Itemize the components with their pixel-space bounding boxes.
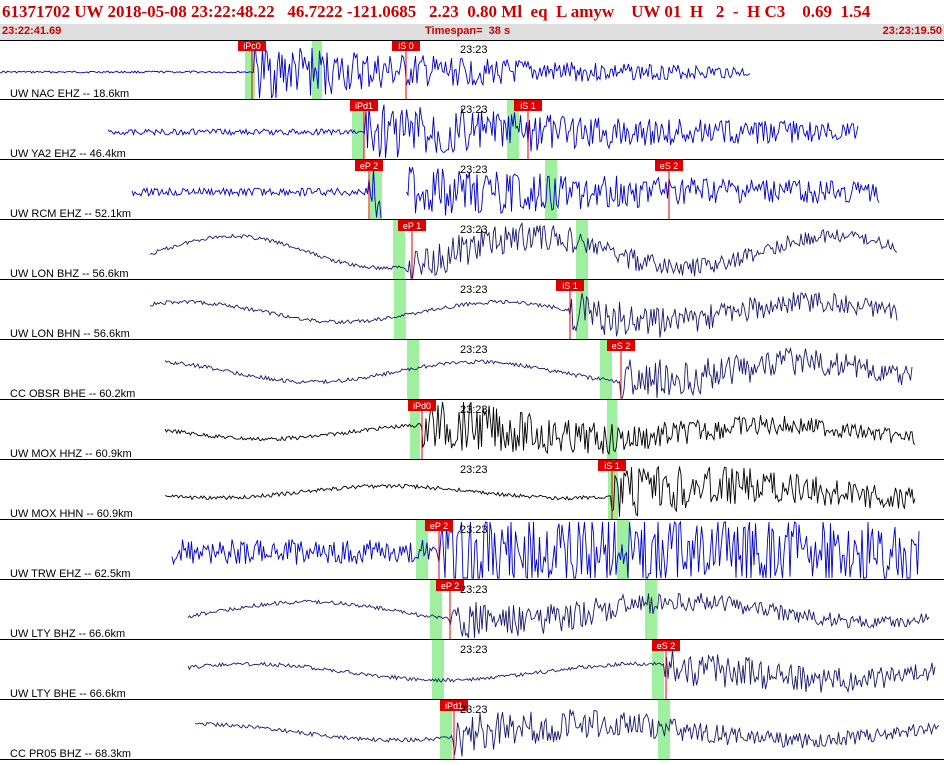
pick-flag-1-1[interactable] (514, 100, 542, 111)
time-tick-label-8: 23:23 (460, 524, 488, 536)
time-tick-label-1: 23:23 (460, 104, 488, 116)
pick-flag-7-0[interactable] (598, 460, 626, 471)
pick-label-2-0: eP 2 (360, 161, 378, 171)
waveform-4 (149, 292, 898, 338)
phase-window-3-0 (393, 220, 405, 280)
end-time: 23:23:19.50 (882, 25, 942, 37)
timespan-label: Timespan= 38 s (425, 25, 511, 37)
phase-window-6-0 (410, 400, 420, 460)
time-tick-label-10: 23:23 (460, 644, 488, 656)
pick-label-0-1: iS 0 (398, 41, 414, 51)
pick-label-11-0: iPd1 (445, 701, 463, 711)
time-tick-label-3: 23:23 (460, 224, 488, 236)
event-title: 61371702 UW 2018-05-08 23:22:48.22 46.72… (2, 2, 871, 21)
phase-window-4-0 (394, 280, 406, 340)
header-bar: 61371702 UW 2018-05-08 23:22:48.22 46.72… (0, 0, 944, 40)
pick-label-7-0: iS 1 (604, 461, 620, 471)
pick-flag-9-0[interactable] (436, 580, 464, 591)
trace-label-6: UW MOX HHZ -- 60.9km (10, 448, 132, 460)
pick-flag-0-1[interactable] (392, 40, 420, 51)
waveform-10 (187, 648, 936, 694)
trace-label-5: CC OBSR BHE -- 60.2km (10, 388, 135, 400)
phase-window-5-1 (600, 340, 612, 400)
time-strip (0, 24, 944, 40)
pick-label-4-0: iS 1 (562, 281, 578, 291)
pick-flag-10-0[interactable] (652, 640, 680, 651)
waveform-5 (164, 346, 913, 399)
pick-label-6-0: iPd0 (413, 401, 431, 411)
phase-window-8-1 (617, 520, 629, 580)
pick-flag-6-0[interactable] (408, 400, 436, 411)
waveform-9 (187, 592, 930, 639)
pick-label-10-0: eS 2 (657, 641, 676, 651)
phase-window-0-0 (245, 40, 255, 100)
seismogram-canvas[interactable]: iPc0 iS 0 23:23 UW NAC EHZ -- 18.6km iPd1 iS … (0, 40, 944, 760)
phase-window-7-0 (608, 460, 618, 520)
waveform-6 (164, 401, 916, 456)
pick-flag-8-0[interactable] (425, 520, 453, 531)
pick-label-1-1: iS 1 (520, 101, 536, 111)
phase-window-1-0 (352, 100, 364, 160)
phase-window-11-1 (658, 700, 670, 760)
trace-label-7: UW MOX HHN -- 60.9km (10, 508, 133, 520)
phase-window-10-1 (652, 640, 664, 700)
trace-label-0: UW NAC EHZ -- 18.6km (10, 88, 129, 100)
phase-window-0-1 (312, 40, 322, 100)
waveform-0 (0, 42, 751, 99)
trace-label-4: UW LON BHN -- 56.6km (10, 328, 130, 340)
seismogram-panel[interactable]: iPc0 iS 0 23:23 UW NAC EHZ -- 18.6km iPd1 iS … (0, 40, 944, 760)
time-tick-label-9: 23:23 (460, 584, 488, 596)
phase-window-10-0 (432, 640, 444, 700)
trace-label-3: UW LON BHZ -- 56.6km (10, 268, 129, 280)
phase-window-8-0 (416, 520, 428, 580)
pick-label-9-0: eP 2 (441, 581, 459, 591)
phase-window-3-1 (576, 220, 588, 280)
trace-label-10: UW LTY BHE -- 66.6km (10, 688, 126, 700)
pick-label-0-0: iPc0 (243, 41, 261, 51)
pick-label-8-0: eP 2 (430, 521, 448, 531)
phase-window-9-0 (430, 580, 442, 640)
pick-label-3-0: eP 1 (403, 221, 421, 231)
phase-window-11-0 (440, 700, 452, 760)
pick-flag-2-0[interactable] (355, 160, 383, 171)
pick-label-5-0: eS 2 (612, 341, 631, 351)
phase-window-4-1 (576, 280, 588, 340)
pick-flag-2-1[interactable] (655, 160, 683, 171)
waveform-2 (131, 166, 880, 219)
phase-window-9-1 (645, 580, 657, 640)
waveform-7 (164, 465, 916, 517)
trace-label-9: UW LTY BHZ -- 66.6km (10, 628, 125, 640)
time-tick-label-7: 23:23 (460, 464, 488, 476)
pick-label-1-0: iPd1 (355, 101, 373, 111)
pick-label-2-1: eS 2 (660, 161, 679, 171)
time-tick-label-2: 23:23 (460, 164, 488, 176)
trace-label-1: UW YA2 EHZ -- 46.4km (10, 148, 126, 160)
pick-flag-3-0[interactable] (398, 220, 426, 231)
pick-flag-5-0[interactable] (607, 340, 635, 351)
time-tick-label-11: 23:23 (460, 704, 488, 716)
phase-window-1-1 (507, 100, 519, 160)
time-tick-label-6: 23:23 (460, 404, 488, 416)
phase-window-5-0 (407, 340, 419, 400)
time-tick-label-4: 23:23 (460, 284, 488, 296)
waveform-11 (194, 709, 940, 757)
waveform-3 (149, 221, 898, 279)
trace-label-2: UW RCM EHZ -- 52.1km (10, 208, 131, 220)
pick-flag-11-0[interactable] (440, 700, 468, 711)
time-tick-label-5: 23:23 (460, 344, 488, 356)
waveform-8 (171, 520, 920, 579)
start-time: 23:22:41.69 (2, 25, 62, 37)
time-tick-label-0: 23:23 (460, 44, 488, 56)
pick-flag-4-0[interactable] (556, 280, 584, 291)
waveform-1 (107, 104, 859, 159)
pick-flag-0-0[interactable] (238, 40, 266, 51)
pick-flag-1-0[interactable] (350, 100, 378, 111)
trace-label-8: UW TRW EHZ -- 62.5km (10, 568, 131, 580)
trace-label-11: CC PR05 BHZ -- 68.3km (10, 748, 131, 760)
